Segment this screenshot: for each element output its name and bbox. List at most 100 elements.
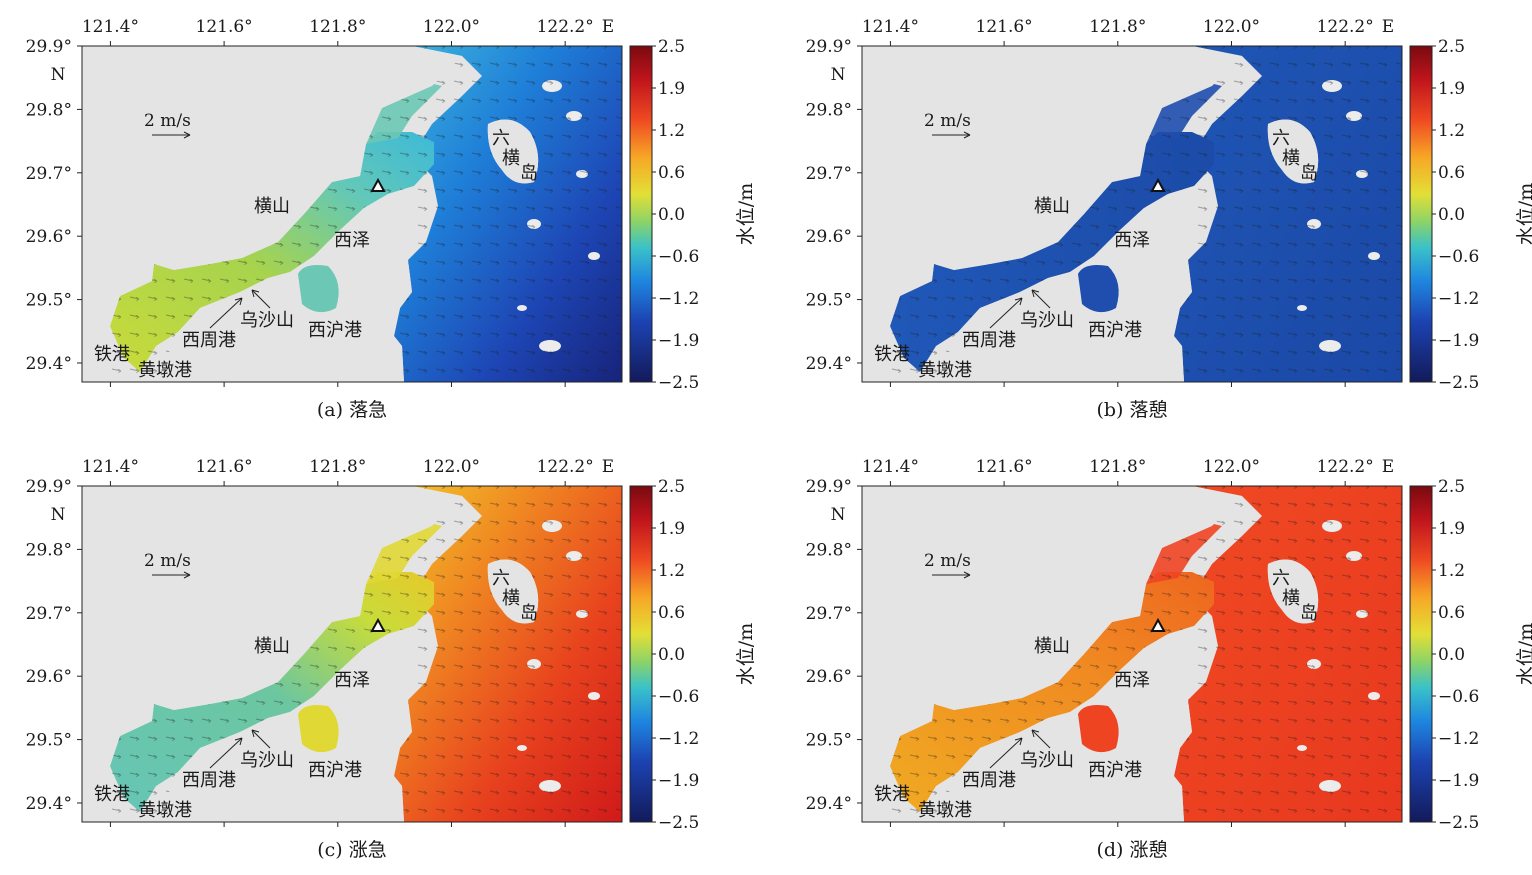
south-land [936, 186, 1194, 382]
leader-line-xizhou [209, 737, 243, 769]
lon-tick-label: 121.4° [82, 457, 139, 477]
colorbar-tick-label: 1.9 [658, 519, 685, 539]
scale-arrow-label: 2 m/s [924, 111, 971, 131]
place-label-dao: 岛 [520, 603, 538, 624]
place-label-xihugang: 西沪港 [308, 320, 362, 341]
place-label-liu: 六 [492, 568, 510, 589]
leader-line-xizhou [989, 297, 1023, 329]
leader-head-xizhou [234, 737, 243, 746]
colorbar-tick-label: −0.6 [658, 247, 699, 267]
lon-tick-label: 121.6° [196, 457, 253, 477]
scale-arrow-label: 2 m/s [924, 551, 971, 571]
station-triangle-icon [370, 177, 386, 192]
colorbar-tick-label: −0.6 [658, 687, 699, 707]
place-label-liu: 六 [1272, 568, 1290, 589]
lat-tick-label: 29.8° [26, 100, 72, 120]
colorbar-tick-label: 2.5 [658, 37, 685, 57]
lon-tick-label: 121.6° [196, 17, 253, 37]
colorbar-label: 水位/m [1515, 623, 1532, 685]
place-label-xihugang: 西沪港 [1088, 760, 1142, 781]
colorbar-tick-label: 1.2 [658, 561, 685, 581]
liuheng-island-top [1267, 119, 1319, 184]
lon-tick-label: 122.2° [537, 17, 594, 37]
station-triangle-icon [1150, 617, 1166, 632]
colorbar-tick-label: 0.0 [1438, 205, 1465, 225]
leader-head-xizhou [234, 297, 243, 306]
lat-tick-label: 29.7° [26, 604, 72, 624]
lon-end-label: E [602, 457, 614, 477]
lon-tick-label: 122.0° [423, 457, 480, 477]
colorbar [1409, 485, 1433, 823]
colorbar-tick-label: 1.9 [658, 79, 685, 99]
place-label-xize: 西泽 [1114, 230, 1150, 251]
place-label-heng: 横 [502, 588, 520, 609]
lon-end-label: E [602, 17, 614, 37]
xihu-harbour-top [1078, 705, 1119, 753]
leader-line-wusha [251, 289, 271, 309]
place-label-xize: 西泽 [1114, 670, 1150, 691]
place-label-huangdungang: 黄墩港 [138, 800, 192, 821]
colorbar-tick-label: 0.6 [1438, 603, 1465, 623]
lat-tick-label: 29.5° [806, 291, 852, 311]
colorbar-tick-label: −1.2 [1438, 289, 1479, 309]
lat-tick-label: 29.5° [26, 731, 72, 751]
lon-tick-label: 121.8° [1089, 457, 1146, 477]
place-label-dao: 岛 [1300, 603, 1318, 624]
station-triangle-icon [1150, 177, 1166, 192]
xihu-harbour-top [1078, 265, 1119, 313]
lon-end-label: E [1382, 457, 1394, 477]
place-label-tiegang: 铁港 [874, 784, 910, 805]
leader-line-wusha [1031, 729, 1051, 749]
leader-head-xizhou [1014, 297, 1023, 306]
colorbar-tick-label: −1.9 [658, 331, 699, 351]
lon-tick-label: 122.2° [1317, 457, 1374, 477]
colorbar [1409, 45, 1433, 383]
place-label-tiegang: 铁港 [94, 344, 130, 365]
panel-caption: (d) 涨憩 [1096, 839, 1167, 861]
lat-tick-label: 29.5° [806, 731, 852, 751]
place-label-tiegang: 铁港 [874, 344, 910, 365]
lon-tick-label: 122.0° [1203, 17, 1260, 37]
lon-tick-label: 122.2° [1317, 17, 1374, 37]
map-area [82, 486, 622, 822]
xihu-harbour-top [298, 705, 339, 753]
place-label-xihugang: 西沪港 [308, 760, 362, 781]
colorbar-label: 水位/m [735, 183, 757, 245]
colorbar-tick-label: 2.5 [1438, 477, 1465, 497]
panel-caption: (b) 落憩 [1096, 399, 1167, 421]
map-frame [81, 485, 623, 823]
scale-arrow-head [963, 571, 971, 579]
place-label-hengshan: 横山 [254, 196, 290, 217]
colorbar-tick-label: 0.0 [658, 645, 685, 665]
place-label-xizhougang: 西周港 [962, 770, 1016, 791]
lon-tick-label: 122.2° [537, 457, 594, 477]
liuheng-island-top [487, 559, 539, 624]
lon-tick-label: 121.8° [309, 17, 366, 37]
colorbar-tick-label: 0.6 [658, 163, 685, 183]
south-land [156, 186, 414, 382]
place-label-huangdungang: 黄墩港 [138, 360, 192, 381]
leader-line-xizhou [209, 297, 243, 329]
place-label-xizhougang: 西周港 [962, 330, 1016, 351]
map-panel-b: 121.4° 121.6° 121.8° 122.0° 122.2° E 29.9° 29.8… [806, 17, 1532, 421]
lat-tick-label: 29.8° [806, 100, 852, 120]
colorbar-tick-label: −2.5 [1438, 373, 1479, 393]
colorbar-tick-label: 0.6 [658, 603, 685, 623]
colorbar-tick-label: −2.5 [1438, 813, 1479, 833]
leader-line-xizhou [989, 737, 1023, 769]
lon-tick-label: 122.0° [1203, 457, 1260, 477]
place-label-tiegang: 铁港 [94, 784, 130, 805]
place-label-heng: 横 [502, 148, 520, 169]
xihu-harbour-top [298, 265, 339, 313]
lat-tick-label: 29.9° [26, 477, 72, 497]
place-label-huangdungang: 黄墩港 [918, 800, 972, 821]
colorbar-tick-label: 1.9 [1438, 519, 1465, 539]
lat-tick-label: 29.6° [806, 667, 852, 687]
lon-tick-label: 121.8° [309, 457, 366, 477]
colorbar [629, 45, 653, 383]
place-label-dao: 岛 [1300, 163, 1318, 184]
map-frame [861, 485, 1403, 823]
map-panel-a: 121.4° 121.6° 121.8° 122.0° 122.2° E 29.9° 29.8… [26, 17, 757, 421]
map-frame [81, 45, 623, 383]
lat-tick-label: 29.6° [26, 227, 72, 247]
